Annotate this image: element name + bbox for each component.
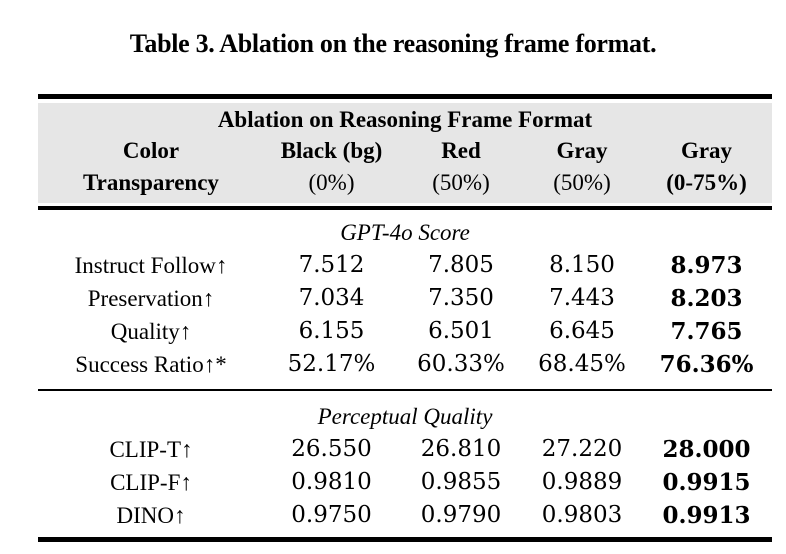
section-heading-row: GPT-4o Score bbox=[38, 216, 772, 249]
table-row: Success Ratio↑* 52.17% 60.33% 68.45% 76.… bbox=[38, 348, 772, 381]
table-caption: Table 3. Ablation on the reasoning frame… bbox=[129, 29, 657, 58]
header-rule bbox=[38, 206, 772, 210]
value-cell: 0.9810 bbox=[291, 469, 372, 495]
table-header-band: Ablation on Reasoning Frame Format Color… bbox=[38, 103, 772, 203]
row-label: Success Ratio↑* bbox=[75, 352, 227, 377]
section-divider-rule bbox=[38, 389, 772, 391]
section-table: Perceptual Quality CLIP-T↑ 26.550 26.810… bbox=[38, 400, 772, 532]
top-rule bbox=[38, 94, 772, 99]
value-cell: 7.034 bbox=[298, 285, 365, 311]
table-row: Instruct Follow↑ 7.512 7.805 8.150 8.973 bbox=[38, 249, 772, 282]
section-heading: GPT-4o Score bbox=[340, 220, 470, 245]
value-cell-best: 7.765 bbox=[670, 318, 743, 345]
value-cell: 7.805 bbox=[428, 252, 494, 278]
header-col-name: Gray bbox=[556, 138, 608, 163]
row-label: DINO↑ bbox=[116, 503, 186, 528]
value-cell: 26.810 bbox=[420, 436, 502, 462]
section-table: GPT-4o Score Instruct Follow↑ 7.512 7.80… bbox=[38, 216, 772, 381]
value-cell: 6.501 bbox=[428, 318, 494, 344]
header-columns-table: Color Black (bg) Red Gray Gray Transpare… bbox=[38, 135, 772, 199]
table-row: CLIP-T↑ 26.550 26.810 27.220 28.000 bbox=[38, 433, 772, 466]
table-row: Quality↑ 6.155 6.501 6.645 7.765 bbox=[38, 315, 772, 348]
header-row-label-color: Color bbox=[122, 138, 180, 163]
row-label: Preservation↑ bbox=[87, 286, 215, 311]
value-cell: 0.9790 bbox=[420, 502, 502, 528]
table-row: CLIP-F↑ 0.9810 0.9855 0.9889 0.9915 bbox=[38, 466, 772, 499]
value-cell: 26.550 bbox=[291, 436, 372, 462]
value-cell: 60.33% bbox=[417, 351, 505, 377]
value-cell: 7.350 bbox=[428, 285, 494, 311]
bottom-rule bbox=[38, 537, 772, 542]
value-cell: 0.9803 bbox=[541, 502, 623, 528]
value-cell: 7.443 bbox=[549, 285, 615, 311]
header-col-transparency: (0%) bbox=[308, 170, 355, 195]
row-label: CLIP-T↑ bbox=[109, 437, 193, 462]
header-group-title: Ablation on Reasoning Frame Format bbox=[217, 107, 593, 132]
row-label: CLIP-F↑ bbox=[110, 470, 192, 495]
section-heading-row: Perceptual Quality bbox=[38, 400, 772, 433]
value-cell-best: 0.9913 bbox=[662, 502, 751, 529]
value-cell: 0.9750 bbox=[291, 502, 372, 528]
section-perceptual-quality: Perceptual Quality CLIP-T↑ 26.550 26.810… bbox=[38, 391, 772, 537]
header-col-name: Black (bg) bbox=[280, 138, 383, 163]
value-cell-best: 0.9915 bbox=[662, 469, 751, 496]
value-cell-best: 76.36% bbox=[659, 351, 754, 378]
header-col-name: Gray bbox=[680, 138, 733, 163]
header-row-label-transparency: Transparency bbox=[83, 170, 219, 195]
section-gpt4o-score: GPT-4o Score Instruct Follow↑ 7.512 7.80… bbox=[38, 210, 772, 389]
header-col-transparency: (0-75%) bbox=[666, 170, 747, 195]
value-cell-best: 8.973 bbox=[670, 252, 743, 279]
value-cell-best: 8.203 bbox=[670, 285, 743, 312]
value-cell: 52.17% bbox=[287, 351, 376, 377]
table-row: Preservation↑ 7.034 7.350 7.443 8.203 bbox=[38, 282, 772, 315]
row-label: Quality↑ bbox=[110, 319, 192, 344]
header-name-row: Color Black (bg) Red Gray Gray bbox=[38, 135, 772, 167]
value-cell-best: 28.000 bbox=[662, 436, 751, 463]
table-row: DINO↑ 0.9750 0.9790 0.9803 0.9913 bbox=[38, 499, 772, 532]
row-label: Instruct Follow↑ bbox=[74, 253, 228, 278]
value-cell: 0.9889 bbox=[541, 469, 623, 495]
ablation-table: Ablation on Reasoning Frame Format Color… bbox=[38, 94, 772, 542]
value-cell: 68.45% bbox=[538, 351, 626, 377]
header-transparency-row: Transparency (0%) (50%) (50%) (0-75%) bbox=[38, 167, 772, 199]
value-cell: 27.220 bbox=[541, 436, 623, 462]
value-cell: 0.9855 bbox=[420, 469, 502, 495]
value-cell: 8.150 bbox=[549, 252, 615, 278]
header-col-transparency: (50%) bbox=[553, 170, 611, 195]
header-col-transparency: (50%) bbox=[432, 170, 490, 195]
value-cell: 6.155 bbox=[298, 318, 365, 344]
section-heading: Perceptual Quality bbox=[317, 404, 493, 429]
value-cell: 7.512 bbox=[298, 252, 365, 278]
header-col-name: Red bbox=[441, 138, 481, 163]
value-cell: 6.645 bbox=[549, 318, 615, 344]
